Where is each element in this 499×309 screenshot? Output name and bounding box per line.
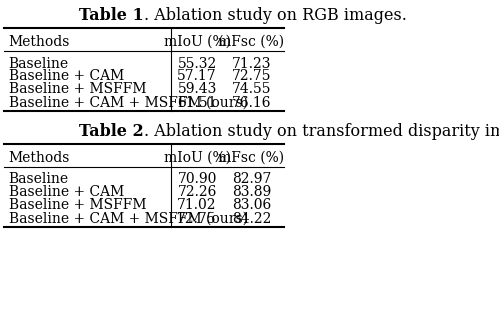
Text: . Ablation study on RGB images.: . Ablation study on RGB images. [144,7,407,24]
Text: . Ablation study on transformed disparity images.: . Ablation study on transformed disparit… [144,123,499,140]
Text: 59.43: 59.43 [178,82,217,96]
Text: Table 2: Table 2 [79,123,144,140]
Text: Methods: Methods [8,150,70,165]
Text: Table 1: Table 1 [79,7,144,24]
Text: 70.90: 70.90 [178,172,217,186]
Text: Baseline: Baseline [8,172,69,186]
Text: mFsc (%): mFsc (%) [219,35,284,49]
Text: 55.32: 55.32 [178,57,217,70]
Text: Baseline + MSFFM: Baseline + MSFFM [8,198,146,212]
Text: Methods: Methods [8,35,70,49]
Text: 71.23: 71.23 [232,57,271,70]
Text: mIoU (%): mIoU (%) [164,35,231,49]
Text: Baseline: Baseline [8,57,69,70]
Text: 83.06: 83.06 [232,198,271,212]
Text: 71.02: 71.02 [177,198,217,212]
Text: mIoU (%): mIoU (%) [164,150,231,165]
Text: 74.55: 74.55 [232,82,271,96]
Text: 82.97: 82.97 [232,172,271,186]
Text: 76.16: 76.16 [232,96,271,110]
Text: mFsc (%): mFsc (%) [219,150,284,165]
Text: Baseline + CAM + MSFFM (ours): Baseline + CAM + MSFFM (ours) [8,211,248,226]
Text: 72.26: 72.26 [178,185,217,199]
Text: 72.75: 72.75 [232,70,271,83]
Text: 57.17: 57.17 [177,70,217,83]
Text: Baseline + CAM: Baseline + CAM [8,185,124,199]
Text: 84.22: 84.22 [232,211,271,226]
Text: Baseline + CAM + MSFFM (ours): Baseline + CAM + MSFFM (ours) [8,96,248,110]
Text: 61.51: 61.51 [177,96,217,110]
Text: 83.89: 83.89 [232,185,271,199]
Text: Baseline + MSFFM: Baseline + MSFFM [8,82,146,96]
Text: 72.75: 72.75 [177,211,217,226]
Text: Baseline + CAM: Baseline + CAM [8,70,124,83]
